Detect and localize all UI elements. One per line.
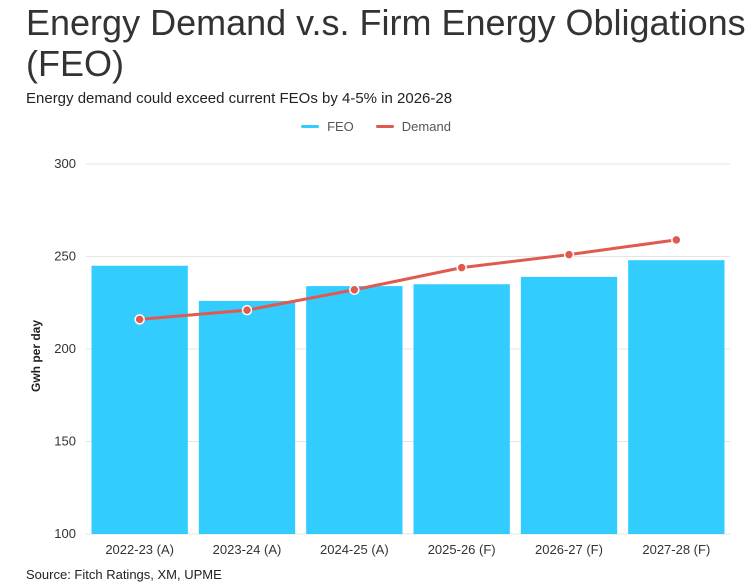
y-tick-label: 200 <box>54 341 76 356</box>
y-tick-label: 100 <box>54 526 76 541</box>
x-tick-label: 2027-28 (F) <box>642 542 710 557</box>
point-demand-2 <box>349 284 360 296</box>
x-tick-label: 2026-27 (F) <box>535 542 603 557</box>
bar-feo-5 <box>628 260 725 534</box>
point-demand-5 <box>671 234 682 246</box>
bar-feo-3 <box>413 284 510 534</box>
legend-swatch-feo <box>301 125 320 128</box>
line-demand <box>139 238 677 321</box>
legend-label-feo: FEO <box>327 119 354 134</box>
legend-label-demand: Demand <box>401 119 451 134</box>
y-tick-label: 150 <box>54 434 76 449</box>
x-tick-label: 2025-26 (F) <box>428 542 496 557</box>
source-note: Source: Fitch Ratings, XM, UPME <box>26 567 222 582</box>
legend-item-demand[interactable]: Demand <box>375 119 451 134</box>
y-tick-label: 300 <box>54 156 76 171</box>
y-tick-label: 250 <box>54 249 76 264</box>
legend: FEO Demand <box>0 119 752 134</box>
point-demand-4 <box>563 249 575 260</box>
point-demand-0 <box>134 314 145 325</box>
bar-feo-1 <box>198 300 296 534</box>
x-tick-label: 2024-25 (A) <box>320 542 389 557</box>
point-demand-1 <box>241 304 253 316</box>
point-demand-3 <box>456 262 467 273</box>
x-tick-label: 2022-23 (A) <box>105 542 174 557</box>
x-tick-label: 2023-24 (A) <box>213 542 282 557</box>
legend-item-feo[interactable]: FEO <box>301 119 354 134</box>
bar-feo-2 <box>306 286 403 534</box>
bar-feo-4 <box>520 276 618 534</box>
bar-feo-0 <box>91 265 188 534</box>
chart-title: Energy Demand v.s. Firm Energy Obligatio… <box>26 2 746 84</box>
legend-swatch-demand <box>375 125 394 128</box>
chart-subtitle: Energy demand could exceed current FEOs … <box>26 90 453 107</box>
